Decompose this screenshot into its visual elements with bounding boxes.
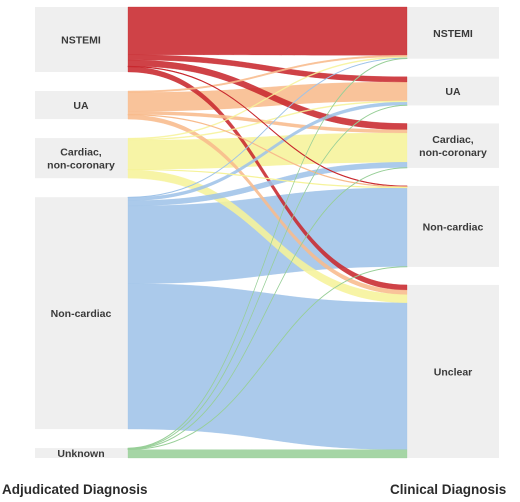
right-node-box — [407, 185, 499, 267]
right-node-box — [407, 7, 499, 59]
flow-link — [127, 57, 408, 449]
right-node-label-line: Unclear — [434, 366, 473, 378]
right-node-label-line: Cardiac, — [432, 134, 474, 146]
left-node-box — [35, 7, 128, 72]
left-node-label: Unknown — [57, 448, 104, 460]
left-node-label: NSTEMI — [61, 34, 101, 46]
left-node-box — [35, 90, 128, 120]
right-node-label: Cardiac, non-coronary — [419, 134, 487, 159]
right-node-label-line: UA — [445, 86, 461, 98]
right-node-box — [407, 76, 499, 106]
flow-link — [127, 168, 408, 189]
right-node-label: Unclear — [434, 366, 473, 378]
flow-link — [127, 114, 408, 295]
left-node-label-line: non-coronary — [47, 160, 115, 172]
flow-link — [127, 100, 408, 141]
right-node-box — [407, 123, 499, 168]
left-node-box — [35, 197, 128, 430]
left-node-label-line: Unknown — [57, 448, 104, 460]
right-node-label-line: Non-cardiac — [423, 221, 484, 233]
flow-link — [127, 111, 408, 134]
left-axis-title: Adjudicated Diagnosis — [2, 482, 148, 497]
left-node-box — [35, 448, 128, 458]
left-node-label-line: UA — [73, 100, 89, 112]
flow-link — [127, 169, 408, 303]
flow-links — [127, 6, 408, 459]
right-node-label: NSTEMI — [433, 28, 473, 40]
right-node-box — [407, 284, 499, 458]
flow-link — [127, 449, 408, 459]
left-node-label: Non-cardiac — [51, 308, 112, 320]
right-node-label: UA — [445, 86, 461, 98]
left-node-box — [35, 138, 128, 179]
flow-link — [127, 104, 408, 450]
flow-link — [127, 54, 408, 83]
left-node-label-line: Non-cardiac — [51, 308, 112, 320]
left-node-label-line: NSTEMI — [61, 34, 101, 46]
flow-link — [127, 266, 408, 450]
node-boxes — [35, 7, 499, 458]
right-node-label: Non-cardiac — [423, 221, 484, 233]
right-axis-title: Clinical Diagnosis — [390, 482, 507, 497]
flow-link — [127, 167, 408, 450]
left-node-label: UA — [73, 100, 89, 112]
left-node-label-line: Cardiac, — [60, 147, 102, 159]
left-node-label: Cardiac, non-coronary — [47, 147, 115, 172]
right-node-label-line: NSTEMI — [433, 28, 473, 40]
right-node-label-line: non-coronary — [419, 147, 487, 159]
flow-link — [127, 6, 408, 56]
